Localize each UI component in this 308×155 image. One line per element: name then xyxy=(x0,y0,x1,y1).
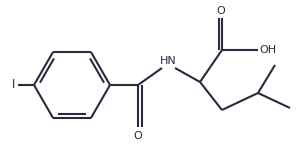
Text: O: O xyxy=(134,131,142,141)
Text: HN: HN xyxy=(160,56,176,66)
Text: OH: OH xyxy=(259,45,277,55)
Text: I: I xyxy=(12,78,16,91)
Text: O: O xyxy=(217,6,225,16)
